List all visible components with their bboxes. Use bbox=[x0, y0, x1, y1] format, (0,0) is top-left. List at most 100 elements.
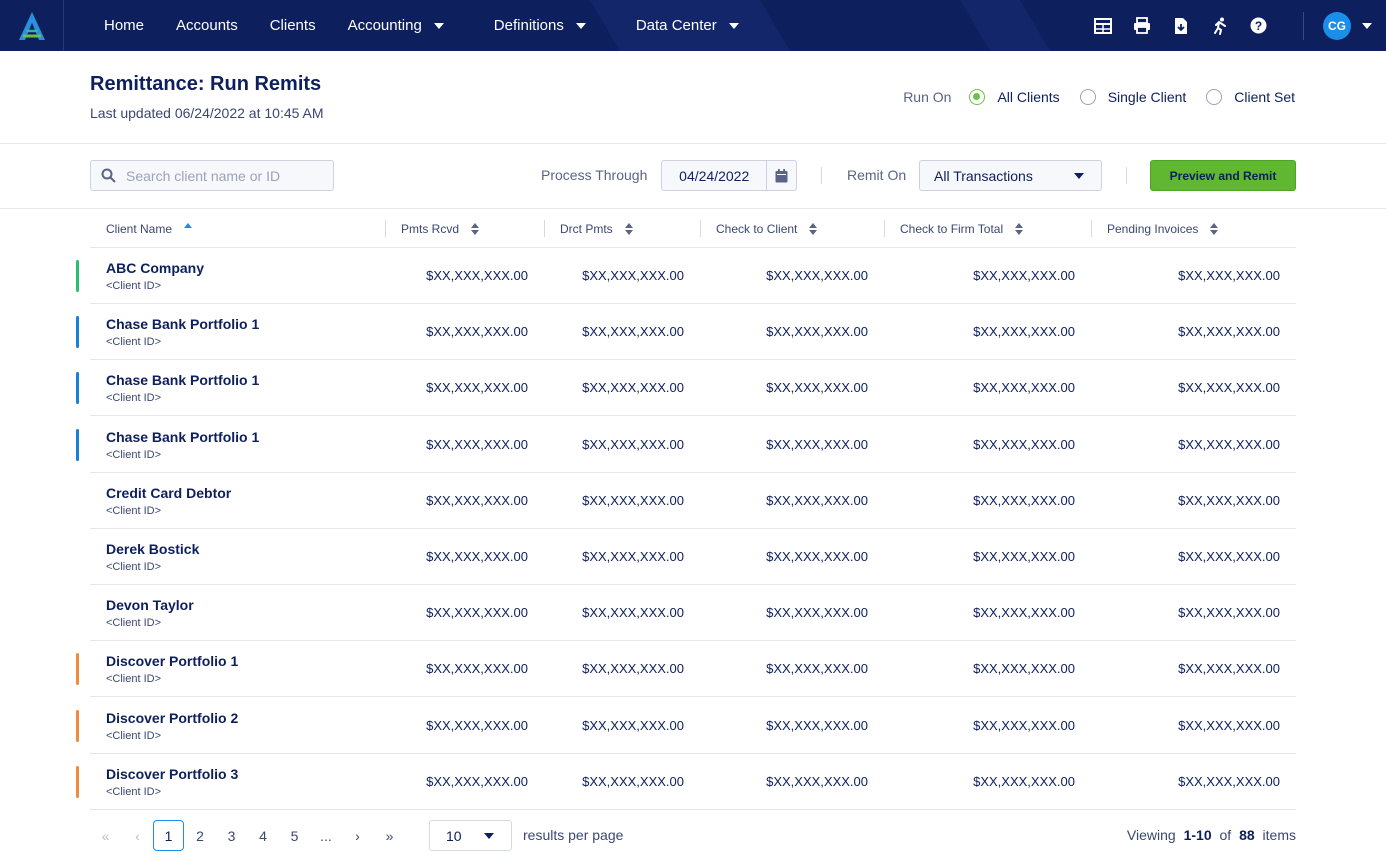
process-through-date[interactable]: 04/24/2022 bbox=[661, 160, 797, 191]
sort-icon[interactable] bbox=[1210, 222, 1219, 235]
table-icon[interactable] bbox=[1083, 0, 1122, 51]
status-indicator bbox=[76, 709, 79, 742]
sort-icon[interactable] bbox=[1015, 222, 1024, 235]
amount-cell: $XX,XXX,XXX.00 bbox=[973, 436, 1075, 452]
svg-text:?: ? bbox=[1255, 19, 1262, 33]
print-icon[interactable] bbox=[1122, 0, 1161, 51]
column-header-label: Check to Firm Total bbox=[900, 221, 1004, 236]
column-header-drct-pmts[interactable]: Drct Pmts bbox=[560, 209, 633, 248]
column-header-check-to-client[interactable]: Check to Client bbox=[716, 209, 818, 248]
amount-cell: $XX,XXX,XXX.00 bbox=[426, 436, 528, 452]
amount-cell: $XX,XXX,XXX.00 bbox=[973, 773, 1075, 789]
column-header-check-to-firm-total[interactable]: Check to Firm Total bbox=[900, 209, 1024, 248]
sort-icon[interactable] bbox=[809, 222, 818, 235]
page-3[interactable]: 3 bbox=[227, 827, 236, 844]
client-name[interactable]: Chase Bank Portfolio 1 bbox=[106, 428, 260, 445]
next-page-icon[interactable]: › bbox=[355, 827, 360, 844]
client-name[interactable]: Discover Portfolio 3 bbox=[106, 765, 239, 782]
radio-all-clients[interactable]: All Clients bbox=[969, 89, 1060, 105]
radio-label: Client Set bbox=[1234, 89, 1295, 105]
amount-cell: $XX,XXX,XXX.00 bbox=[426, 268, 528, 283]
amount-cell: $XX,XXX,XXX.00 bbox=[582, 717, 684, 733]
page-5[interactable]: 5 bbox=[290, 827, 299, 844]
table-row[interactable]: Discover Portfolio 3 <Client ID> $XX,XXX,X… bbox=[76, 754, 1296, 810]
last-page-icon[interactable]: » bbox=[385, 827, 394, 844]
prev-page-icon[interactable]: ‹ bbox=[135, 827, 140, 844]
date-value[interactable]: 04/24/2022 bbox=[679, 167, 750, 184]
client-name[interactable]: ABC Company bbox=[106, 260, 205, 276]
preview-and-remit-button[interactable]: Preview and Remit bbox=[1150, 160, 1296, 191]
client-id: <Client ID> bbox=[106, 729, 162, 742]
calendar-icon[interactable] bbox=[766, 161, 796, 190]
column-header-pmts-rcvd[interactable]: Pmts Rcvd bbox=[401, 209, 480, 248]
client-name[interactable]: Derek Bostick bbox=[106, 541, 200, 557]
client-name[interactable]: Discover Portfolio 1 bbox=[106, 653, 239, 670]
radio-circle[interactable] bbox=[1079, 89, 1096, 105]
page-4[interactable]: 4 bbox=[259, 827, 267, 844]
client-name[interactable]: Discover Portfolio 2 bbox=[106, 709, 239, 726]
amount-cell: $XX,XXX,XXX.00 bbox=[766, 605, 868, 621]
remit-on-label: Remit On bbox=[847, 167, 907, 183]
nav-label: Data Center bbox=[635, 17, 717, 34]
per-page-select[interactable]: 10 bbox=[429, 820, 512, 851]
toolbar-divider bbox=[821, 167, 822, 184]
chevron-down-icon[interactable] bbox=[1362, 23, 1372, 29]
viewing-summary: Viewing 1-10 of 88 items bbox=[1127, 827, 1296, 843]
table-row[interactable]: Credit Card Debtor <Client ID> $XX,XXX,XXX… bbox=[90, 473, 1296, 529]
app-logo[interactable] bbox=[0, 0, 64, 51]
amount-cell: $XX,XXX,XXX.00 bbox=[426, 605, 528, 621]
nav-home[interactable]: Home bbox=[88, 0, 160, 51]
user-avatar[interactable]: CG bbox=[1323, 12, 1351, 40]
nav-data-center[interactable]: Data Center bbox=[620, 0, 755, 51]
chevron-down-icon bbox=[728, 22, 739, 29]
radio-client-set[interactable]: Client Set bbox=[1206, 89, 1295, 105]
page-1[interactable]: 1 bbox=[153, 820, 184, 851]
sort-icon[interactable] bbox=[471, 222, 480, 235]
table-row[interactable]: Discover Portfolio 2 <Client ID> $XX,XXX,X… bbox=[76, 698, 1296, 754]
page-2[interactable]: 2 bbox=[196, 827, 204, 844]
viewing-of: of bbox=[1219, 827, 1232, 843]
first-page-icon[interactable]: « bbox=[101, 827, 110, 844]
amount-cell: $XX,XXX,XXX.00 bbox=[1178, 773, 1280, 789]
sort-ascending-icon[interactable] bbox=[184, 223, 193, 228]
radio-circle[interactable] bbox=[969, 89, 986, 105]
table-row[interactable]: Chase Bank Portfolio 1 <Client ID> $XX,XXX… bbox=[76, 304, 1296, 361]
table-row[interactable]: ABC Company <Client ID> $XX,XXX,XXX.00 $XX,… bbox=[76, 248, 1296, 304]
nav-decoration-2 bbox=[960, 0, 1050, 51]
table-row[interactable]: Chase Bank Portfolio 1 <Client ID> $XX,XXX… bbox=[76, 417, 1296, 473]
nav-definitions[interactable]: Definitions bbox=[478, 0, 602, 51]
nav-clients[interactable]: Clients bbox=[254, 0, 332, 51]
client-name[interactable]: Devon Taylor bbox=[106, 597, 194, 614]
search-box[interactable] bbox=[90, 160, 334, 191]
nav-accounts[interactable]: Accounts bbox=[160, 0, 254, 51]
client-name[interactable]: Credit Card Debtor bbox=[106, 484, 232, 501]
client-id: <Client ID> bbox=[106, 561, 162, 573]
table-row[interactable]: Devon Taylor <Client ID> $XX,XXX,XXX.00 $XX… bbox=[90, 585, 1296, 642]
file-download-icon[interactable] bbox=[1161, 0, 1200, 51]
table-row[interactable]: Chase Bank Portfolio 1 <Client ID> $XX,XXX… bbox=[76, 360, 1296, 417]
help-icon[interactable]: ? bbox=[1239, 0, 1278, 51]
remit-on-value: All Transactions bbox=[934, 167, 1033, 184]
radio-single-client[interactable]: Single Client bbox=[1079, 89, 1186, 105]
column-divider bbox=[1091, 220, 1092, 237]
column-header-pending-invoices[interactable]: Pending Invoices bbox=[1107, 209, 1219, 248]
search-input[interactable] bbox=[126, 167, 326, 184]
table-row[interactable]: Discover Portfolio 1 <Client ID> $XX,XXX,X… bbox=[76, 641, 1296, 698]
column-header-client-name[interactable]: Client Name bbox=[106, 209, 193, 248]
page-ellipsis[interactable]: ... bbox=[320, 827, 332, 844]
runner-icon[interactable] bbox=[1200, 0, 1239, 51]
client-name[interactable]: Chase Bank Portfolio 1 bbox=[106, 372, 260, 389]
amount-cell: $XX,XXX,XXX.00 bbox=[766, 380, 868, 396]
radio-circle[interactable] bbox=[1206, 89, 1223, 105]
table-row[interactable]: Derek Bostick <Client ID> $XX,XXX,XXX.00 $X… bbox=[90, 529, 1296, 585]
client-id: <Client ID> bbox=[106, 504, 162, 517]
nav-accounting[interactable]: Accounting bbox=[332, 0, 460, 51]
remit-on-select[interactable]: All Transactions bbox=[919, 160, 1102, 191]
nav-icons: ? bbox=[1083, 0, 1278, 51]
column-divider bbox=[544, 220, 545, 237]
client-name[interactable]: Chase Bank Portfolio 1 bbox=[106, 316, 260, 333]
amount-cell: $XX,XXX,XXX.00 bbox=[426, 324, 528, 340]
amount-cell: $XX,XXX,XXX.00 bbox=[1178, 268, 1280, 283]
sort-icon[interactable] bbox=[624, 222, 633, 235]
amount-cell: $XX,XXX,XXX.00 bbox=[426, 549, 528, 564]
